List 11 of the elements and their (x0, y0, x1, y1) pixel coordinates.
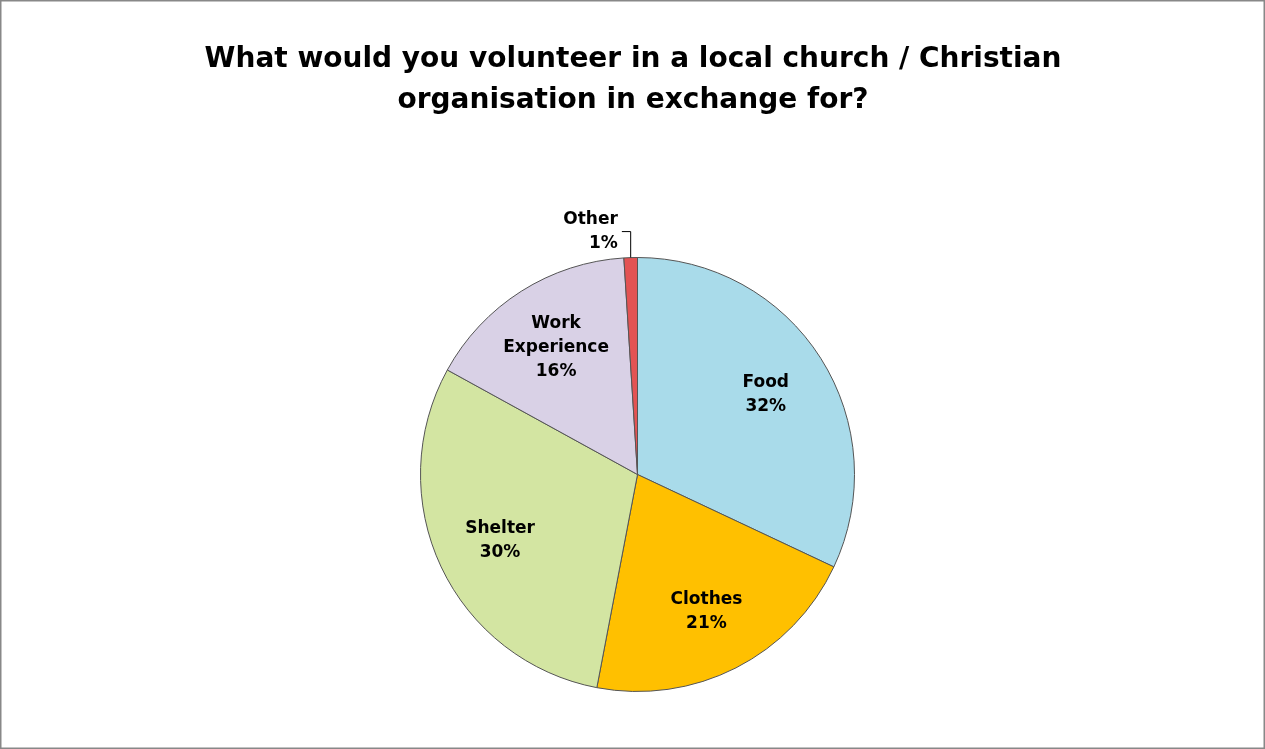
slice-label: Other (563, 207, 619, 228)
slice-label: Food (742, 371, 789, 392)
data-label: 1% (589, 231, 618, 252)
slice-label: Shelter (465, 517, 536, 538)
slice-label: Work Experience (503, 312, 609, 357)
slice-label: Clothes (670, 587, 743, 608)
data-label: 30% (479, 541, 521, 562)
chart-title: What would you volunteer in a local church / Christian organisation in exchange for? (204, 40, 1062, 115)
data-label: 21% (686, 611, 727, 632)
data-label: 32% (745, 395, 787, 416)
data-label: 16% (535, 360, 577, 381)
